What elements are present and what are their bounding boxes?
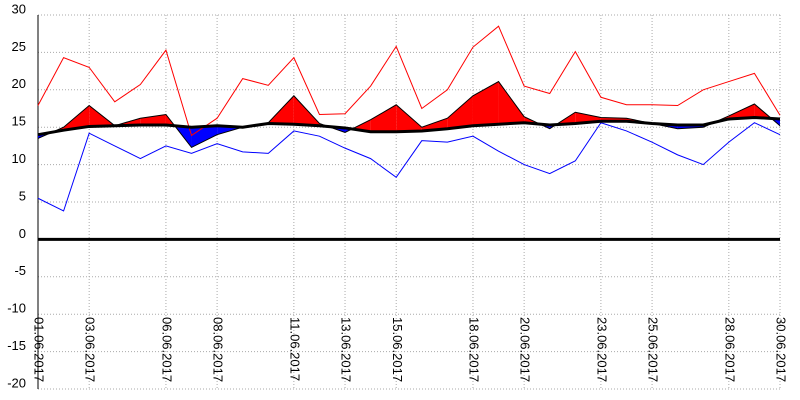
y-tick-label: 25 xyxy=(12,39,26,54)
x-tick-label: 01.06.2017 xyxy=(32,317,47,382)
x-tick-label: 30.06.2017 xyxy=(774,317,789,382)
anomaly-fill xyxy=(140,114,166,125)
x-tick-label: 13.06.2017 xyxy=(339,317,354,382)
y-tick-label: -10 xyxy=(7,301,26,316)
x-tick-label: 28.06.2017 xyxy=(722,317,737,382)
anomaly-fill xyxy=(498,81,525,125)
x-tick-label: 06.06.2017 xyxy=(159,317,174,382)
x-tick-label: 18.06.2017 xyxy=(467,317,482,382)
x-tick-label: 08.06.2017 xyxy=(211,317,226,382)
anomaly-fill xyxy=(396,104,422,132)
y-tick-label: 5 xyxy=(19,188,26,203)
line-series xyxy=(37,80,781,149)
x-tick-label: 11.06.2017 xyxy=(287,317,302,381)
anomaly-fill xyxy=(63,105,90,131)
line-series xyxy=(37,122,781,212)
x-tick-label: 20.06.2017 xyxy=(518,317,533,382)
x-tick-label: 15.06.2017 xyxy=(390,317,405,382)
anomaly-fill xyxy=(728,104,755,119)
x-tick-label: 23.06.2017 xyxy=(594,317,609,382)
x-tick-label: 25.06.2017 xyxy=(646,317,661,382)
y-tick-label: 0 xyxy=(19,226,26,241)
line-series xyxy=(37,115,781,137)
anomaly-fill xyxy=(370,104,397,132)
y-tick-label: 15 xyxy=(12,114,26,129)
anomaly-fill xyxy=(447,95,473,129)
y-tick-label: -15 xyxy=(7,338,26,353)
y-tick-label: 10 xyxy=(12,151,26,166)
y-tick-label: 30 xyxy=(12,1,26,16)
y-tick-label: -20 xyxy=(7,375,26,390)
y-tick-label: 20 xyxy=(12,76,26,91)
y-tick-label: -5 xyxy=(14,263,26,278)
x-tick-label: 03.06.2017 xyxy=(83,317,98,382)
line-series xyxy=(37,25,781,137)
